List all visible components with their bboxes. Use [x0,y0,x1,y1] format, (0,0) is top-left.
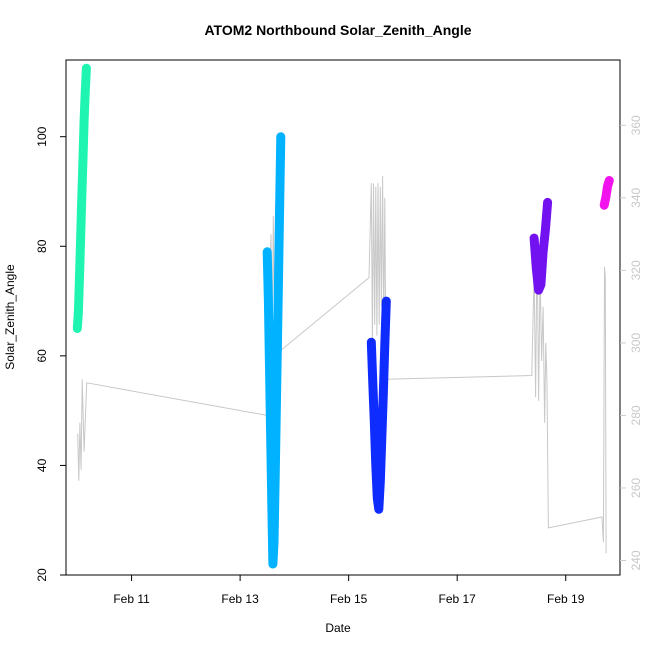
plot-frame [65,59,621,576]
y-axis-left: 20 40 60 80 100 [35,126,66,582]
y-left-tick-label: 20 [35,568,49,582]
x-tick-label: Feb 19 [547,592,585,606]
series-line-3 [366,296,391,514]
y-axis-label: Solar_Zenith_Angle [3,264,17,370]
y-right-tick-label: 240 [629,550,643,570]
series-line-1 [72,63,91,333]
y-axis-right: 240 260 280 300 320 340 360 [620,115,643,571]
y-left-tick-label: 60 [35,349,49,363]
x-tick-label: Feb 17 [439,592,477,606]
series-layer [72,63,614,569]
chart-title: ATOM2 Northbound Solar_Zenith_Angle [204,22,471,38]
series-line-2 [262,132,286,569]
x-axis: Feb 11 Feb 13 Feb 15 Feb 17 Feb 19 [113,575,585,606]
y-left-tick-label: 100 [35,126,49,146]
x-axis-label: Date [325,621,351,635]
x-tick-label: Feb 13 [221,592,259,606]
y-right-tick-label: 280 [629,405,643,425]
series-line-5 [599,176,614,210]
y-right-tick-label: 300 [629,333,643,353]
x-tick-label: Feb 11 [113,592,150,606]
y-right-tick-label: 320 [629,260,643,280]
y-left-tick-label: 40 [35,458,49,472]
x-tick-label: Feb 15 [330,592,368,606]
y-left-tick-label: 80 [35,239,49,253]
series-line-4 [529,197,553,295]
y-right-tick-label: 360 [629,115,643,135]
y-right-tick-label: 260 [629,478,643,498]
y-right-tick-label: 340 [629,187,643,207]
secondary-series [77,176,607,554]
secondary-series-line [77,176,607,554]
